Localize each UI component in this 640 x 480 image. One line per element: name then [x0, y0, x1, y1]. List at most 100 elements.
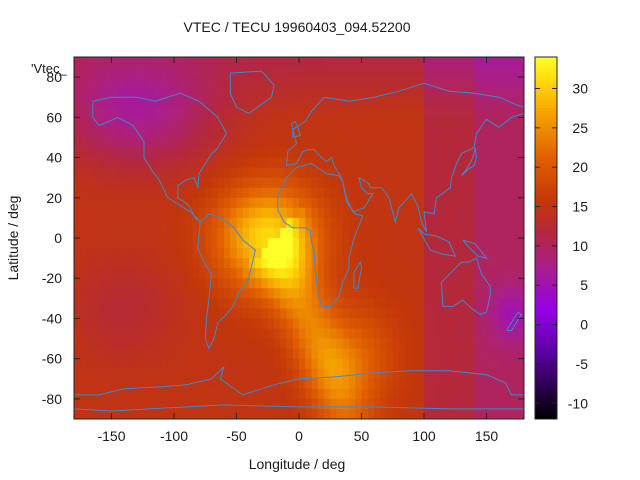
- heatmap-cell: [292, 197, 300, 209]
- heatmap-cell: [430, 57, 437, 68]
- heatmap-cell: [180, 117, 187, 128]
- heatmap-cell: [199, 177, 206, 189]
- heatmap-cell: [80, 67, 87, 78]
- heatmap-cell: [242, 408, 250, 420]
- heatmap-cell: [336, 258, 344, 269]
- colorbar-tick-label: -5: [576, 356, 589, 372]
- heatmap-cell: [236, 238, 244, 249]
- heatmap-cell: [417, 77, 425, 88]
- heatmap-cell: [192, 368, 200, 380]
- colorbar-swatch: [535, 87, 557, 91]
- heatmap-cell: [224, 398, 231, 410]
- heatmap-cell: [192, 127, 200, 138]
- heatmap-cell: [442, 288, 450, 299]
- heatmap-cell: [424, 127, 431, 138]
- colorbar-swatch: [535, 262, 557, 266]
- heatmap-cell: [474, 147, 481, 158]
- heatmap-cell: [430, 308, 437, 319]
- colorbar-swatch: [535, 364, 557, 369]
- heatmap-cell: [436, 388, 444, 400]
- heatmap-cell: [511, 248, 519, 259]
- heatmap-cell: [486, 238, 494, 249]
- heatmap-cell: [386, 358, 394, 370]
- heatmap-cell: [436, 117, 444, 128]
- heatmap-cell: [99, 308, 106, 319]
- heatmap-cell: [399, 207, 406, 219]
- colorbar-swatch: [535, 415, 557, 420]
- heatmap-cell: [124, 278, 131, 289]
- heatmap-cell: [380, 368, 387, 380]
- colorbar-swatch: [535, 108, 557, 112]
- heatmap-cell: [236, 388, 244, 400]
- heatmap-cell: [292, 77, 300, 88]
- heatmap-cell: [480, 268, 487, 279]
- heatmap-cell: [311, 298, 319, 309]
- heatmap-cell: [224, 227, 231, 239]
- heatmap-cell: [236, 197, 244, 209]
- heatmap-cell: [280, 248, 287, 259]
- heatmap-cell: [180, 408, 187, 420]
- heatmap-cell: [92, 107, 100, 118]
- heatmap-cell: [424, 147, 431, 158]
- heatmap-cell: [242, 107, 250, 118]
- heatmap-cell: [136, 177, 144, 189]
- heatmap-cell: [474, 388, 481, 400]
- colorbar-swatch: [535, 268, 557, 272]
- heatmap-cell: [480, 157, 487, 169]
- heatmap-cell: [149, 348, 156, 360]
- heatmap-cell: [199, 157, 206, 169]
- heatmap-cell: [499, 278, 506, 289]
- heatmap-cell: [205, 378, 212, 390]
- heatmap-cell: [167, 368, 175, 380]
- heatmap-cell: [455, 258, 462, 269]
- heatmap-cell: [455, 348, 462, 360]
- heatmap-cell: [461, 187, 469, 199]
- heatmap-cell: [280, 187, 287, 199]
- heatmap-cell: [111, 227, 119, 239]
- heatmap-cell: [317, 318, 325, 329]
- heatmap-cell: [236, 258, 244, 269]
- heatmap-cell: [505, 167, 512, 179]
- heatmap-cell: [136, 398, 144, 410]
- heatmap-cell: [324, 187, 331, 199]
- heatmap-cell: [505, 378, 512, 390]
- heatmap-cell: [186, 207, 194, 219]
- heatmap-cell: [136, 358, 144, 370]
- heatmap-cell: [255, 348, 262, 360]
- legend-label: 'Vtec_: [31, 61, 67, 76]
- heatmap-cell: [424, 358, 431, 370]
- heatmap-cell: [305, 67, 312, 78]
- heatmap-cell: [174, 278, 181, 289]
- heatmap-cell: [292, 227, 300, 239]
- heatmap-cell: [224, 238, 231, 249]
- heatmap-cell: [499, 77, 506, 88]
- heatmap-cell: [442, 67, 450, 78]
- heatmap-cell: [336, 408, 344, 420]
- heatmap-cell: [442, 258, 450, 269]
- heatmap-cell: [149, 197, 156, 209]
- heatmap-cell: [155, 368, 162, 380]
- heatmap-cell: [342, 288, 350, 299]
- heatmap-cell: [311, 57, 319, 68]
- heatmap-cell: [167, 217, 175, 229]
- heatmap-cell: [480, 368, 487, 380]
- heatmap-cell: [311, 207, 319, 219]
- heatmap-cell: [149, 187, 156, 199]
- heatmap-cell: [367, 167, 375, 179]
- colorbar-tick-label: 20: [572, 159, 588, 175]
- heatmap-cell: [374, 197, 381, 209]
- heatmap-cell: [136, 127, 144, 138]
- heatmap-cell: [255, 328, 262, 339]
- heatmap-cell: [111, 147, 119, 158]
- heatmap-cell: [249, 57, 256, 68]
- heatmap-cell: [174, 107, 181, 118]
- heatmap-cell: [280, 157, 287, 169]
- heatmap-cell: [267, 107, 275, 118]
- heatmap-cell: [80, 87, 87, 98]
- heatmap-cell: [130, 207, 137, 219]
- heatmap-cell: [80, 308, 87, 319]
- heatmap-cell: [255, 378, 262, 390]
- heatmap-cell: [405, 408, 412, 420]
- heatmap-cell: [336, 167, 344, 179]
- heatmap-cell: [230, 238, 237, 249]
